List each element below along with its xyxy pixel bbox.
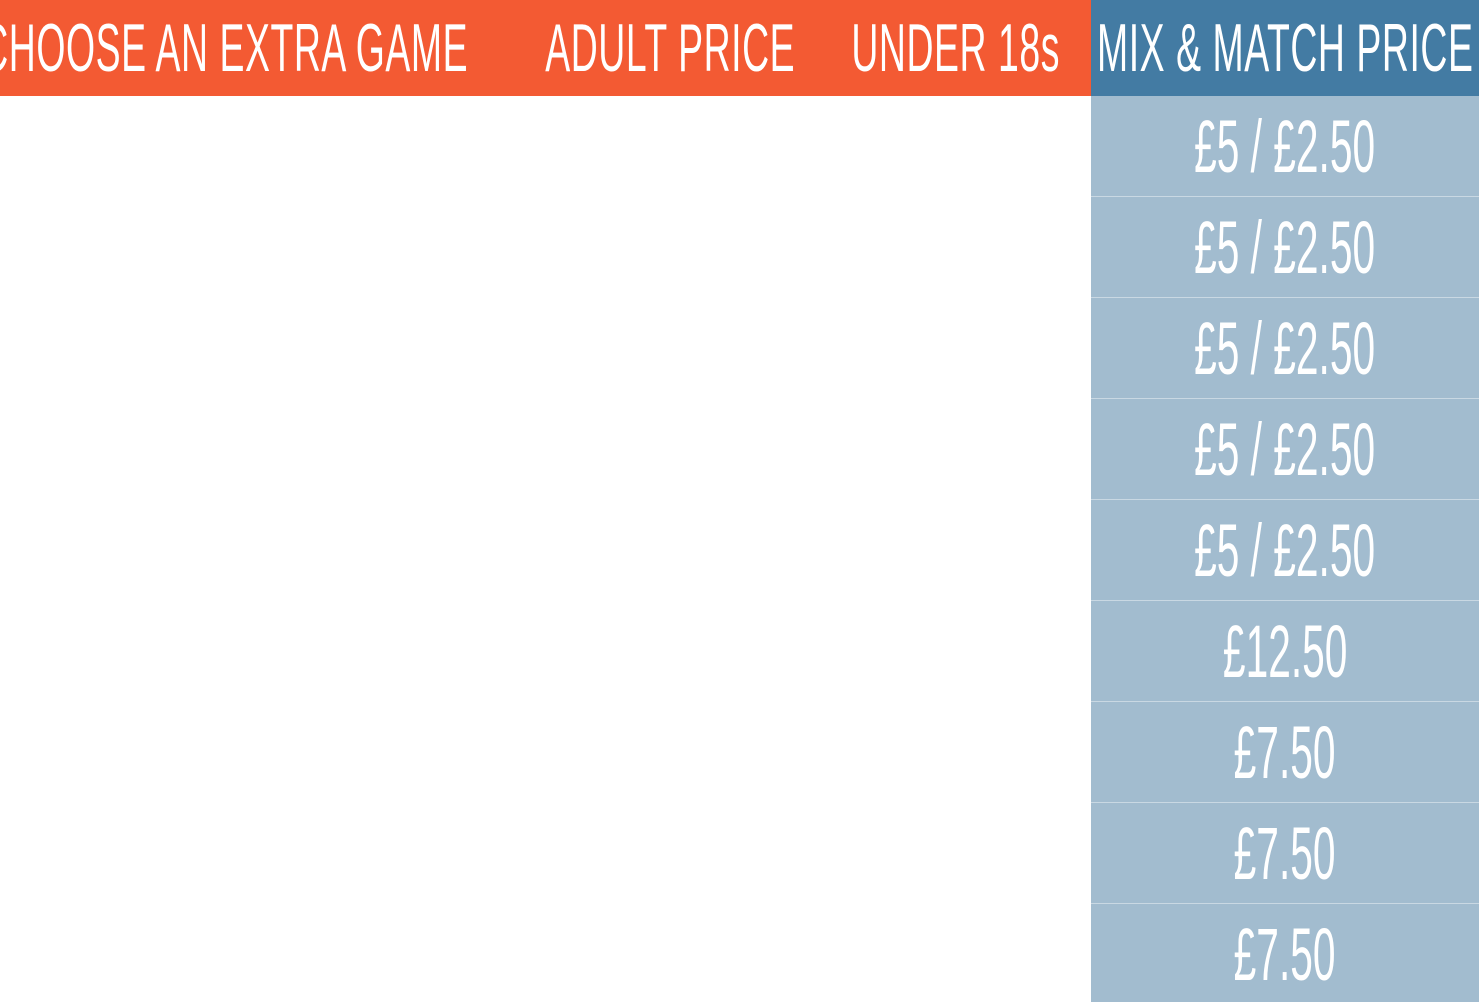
header-adult-price: ADULT PRICE <box>450 0 890 96</box>
price-value: £5 / £2.50 <box>1194 205 1376 289</box>
price-cell: £7.50 <box>1091 803 1479 904</box>
price-value: £5 / £2.50 <box>1194 306 1376 390</box>
price-value: £7.50 <box>1234 710 1336 794</box>
price-value: £12.50 <box>1222 609 1348 693</box>
header-label: CHOOSE AN EXTRA GAME <box>0 10 469 86</box>
header-bar <box>0 0 1091 96</box>
header-label: ADULT PRICE <box>545 10 795 86</box>
price-cell: £7.50 <box>1091 702 1479 803</box>
price-value: £7.50 <box>1234 811 1336 895</box>
header-label: MIX & MATCH PRICE <box>1096 10 1474 86</box>
header-mix-match-price: MIX & MATCH PRICE <box>1091 0 1479 96</box>
price-value: £5 / £2.50 <box>1194 104 1376 188</box>
price-cell: £12.50 <box>1091 601 1479 702</box>
price-cell: £5 / £2.50 <box>1091 399 1479 500</box>
price-cell: £5 / £2.50 <box>1091 500 1479 601</box>
header-label: UNDER 18s <box>851 10 1060 86</box>
mix-match-price-column: £5 / £2.50 £5 / £2.50 £5 / £2.50 £5 / £2… <box>1091 96 1479 1002</box>
price-value: £5 / £2.50 <box>1194 508 1376 592</box>
price-cell: £5 / £2.50 <box>1091 298 1479 399</box>
price-value: £5 / £2.50 <box>1194 407 1376 491</box>
price-value: £7.50 <box>1234 912 1336 996</box>
price-cell: £5 / £2.50 <box>1091 96 1479 197</box>
price-cell: £7.50 <box>1091 904 1479 1004</box>
header-under-18s: UNDER 18s <box>820 0 1091 96</box>
header-choose-extra-game: CHOOSE AN EXTRA GAME <box>0 0 468 96</box>
price-cell: £5 / £2.50 <box>1091 197 1479 298</box>
